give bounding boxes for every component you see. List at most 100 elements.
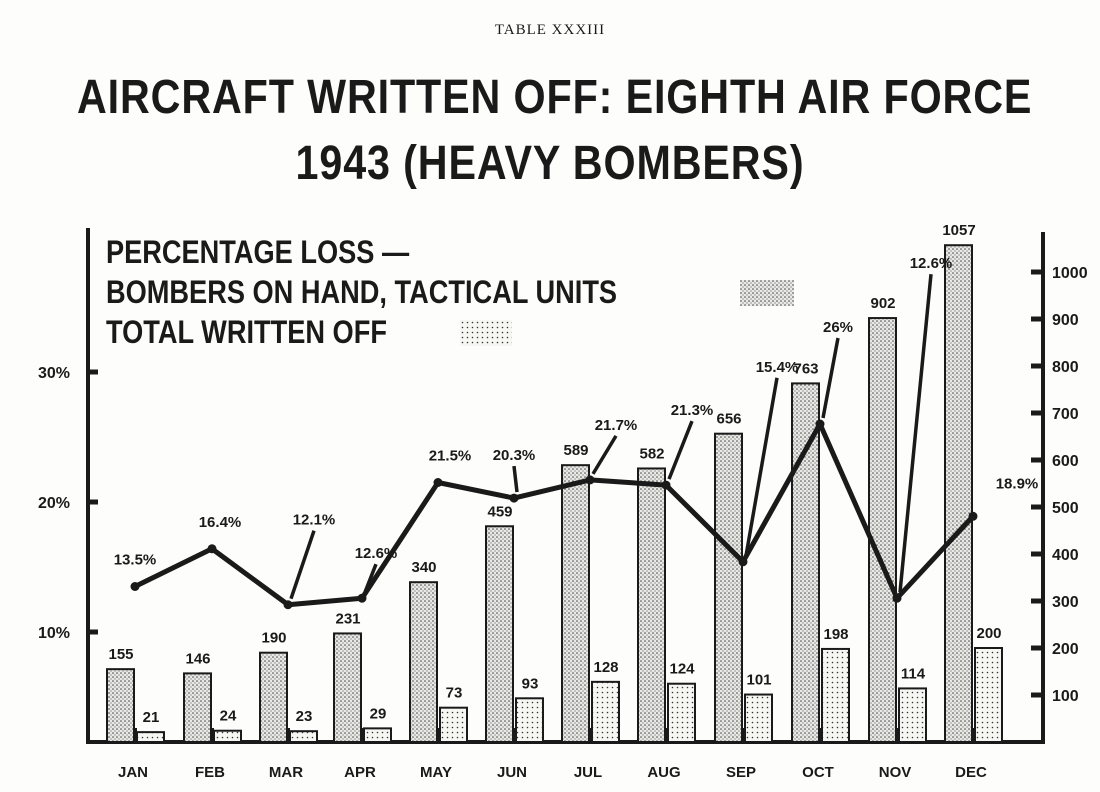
arrow-pointer — [821, 337, 840, 419]
data-label-percentage: 21.5% — [429, 448, 472, 465]
bar-bombers-on-hand — [944, 244, 973, 744]
legend-total-written-off: TOTAL WRITTEN OFF — [106, 315, 387, 351]
right-axis-tick-label: 1000 — [1052, 265, 1088, 282]
bar-total-written-off — [667, 682, 696, 743]
data-label-bombers: 459 — [487, 503, 512, 520]
right-axis-tick-label: 600 — [1052, 453, 1079, 470]
chart-title-line1: AIRCRAFT WRITTEN OFF: EIGHTH AIR FORCE — [77, 71, 1033, 124]
percentage-point — [892, 593, 902, 603]
legend-percentage-loss: PERCENTAGE LOSS — — [106, 235, 409, 271]
arrow-pointer — [898, 274, 933, 593]
percentage-point — [433, 478, 443, 487]
bar-bombers-on-hand — [714, 432, 743, 743]
x-axis-tick-label: AUG — [647, 764, 680, 781]
data-label-bombers: 589 — [563, 442, 588, 459]
data-label-written-off: 21 — [143, 709, 160, 726]
x-axis-tick-label: JAN — [118, 764, 148, 781]
data-label-bombers: 1057 — [942, 222, 975, 239]
data-label-written-off: 73 — [446, 685, 463, 702]
data-label-percentage: 21.3% — [671, 402, 714, 419]
left-axis-tick-label: 10% — [38, 625, 70, 642]
bar-bombers-on-hand — [868, 317, 897, 743]
x-axis-tick-label: OCT — [802, 764, 834, 781]
x-axis-tick-label: MAY — [420, 764, 452, 781]
data-label-bombers: 340 — [411, 559, 436, 576]
chart-title-line2: 1943 (HEAVY BOMBERS) — [295, 137, 805, 190]
data-label-written-off: 101 — [746, 672, 771, 689]
bar-bombers-on-hand — [409, 581, 438, 744]
bar-bombers-on-hand — [183, 672, 212, 744]
bar-total-written-off — [821, 647, 850, 743]
data-label-percentage: 13.5% — [114, 552, 157, 569]
bar-bombers-on-hand — [259, 651, 288, 744]
data-label-bombers: 763 — [793, 360, 818, 377]
right-axis-tick-label: 700 — [1052, 406, 1079, 423]
data-label-written-off: 23 — [296, 708, 313, 725]
data-label-written-off: 114 — [901, 665, 926, 682]
bar-total-written-off — [974, 647, 1003, 743]
bar-total-written-off — [898, 687, 927, 743]
bar-bombers-on-hand — [485, 525, 514, 744]
data-label-percentage: 26% — [823, 319, 853, 336]
percentage-point — [815, 419, 825, 429]
data-label-percentage: 15.4% — [756, 359, 799, 376]
data-label-percentage: 18.9% — [996, 475, 1039, 492]
data-label-percentage: 16.4% — [199, 514, 242, 531]
right-axis-tick-label: 500 — [1052, 500, 1079, 517]
data-label-written-off: 124 — [669, 661, 695, 678]
bar-total-written-off — [363, 727, 392, 743]
bar-total-written-off — [744, 693, 773, 744]
data-label-percentage: 12.1% — [293, 512, 336, 529]
x-axis-tick-label: APR — [344, 764, 376, 781]
data-label-bombers: 656 — [716, 411, 741, 428]
left-axis-tick-label: 30% — [38, 365, 70, 382]
bar-total-written-off — [213, 729, 242, 743]
legend-bombers-on-hand: BOMBERS ON HAND, TACTICAL UNITS — [106, 275, 617, 311]
right-axis-tick-label: 200 — [1052, 641, 1079, 658]
arrow-pointer — [591, 434, 618, 475]
x-axis-tick-label: MAR — [269, 764, 303, 781]
data-label-bombers: 231 — [335, 610, 360, 627]
x-axis-tick-label: SEP — [726, 764, 756, 781]
bar-total-written-off — [591, 680, 620, 744]
table-label: TABLE XXXIII — [494, 22, 606, 38]
arrow-pointer — [363, 563, 378, 593]
data-label-bombers: 146 — [185, 650, 210, 667]
x-axis-tick-label: JUN — [497, 764, 527, 781]
right-axis-tick-label: 800 — [1052, 359, 1079, 376]
percentage-point — [585, 475, 595, 485]
data-label-bombers: 190 — [261, 630, 286, 647]
bar-bombers-on-hand — [561, 464, 590, 743]
right-axis-tick-label: 300 — [1052, 594, 1079, 611]
legend-swatch-bombers — [740, 280, 794, 306]
data-label-percentage: 20.3% — [493, 447, 536, 464]
bar-bombers-on-hand — [106, 668, 135, 744]
bar-total-written-off — [515, 697, 544, 743]
data-label-written-off: 198 — [823, 626, 848, 643]
data-label-bombers: 902 — [870, 295, 895, 312]
data-label-percentage: 12.6% — [355, 545, 398, 562]
arrow-pointer — [667, 420, 694, 480]
arrow-pointer — [289, 530, 316, 600]
percentage-point — [357, 593, 367, 603]
x-axis-tick-label: JUL — [574, 764, 602, 781]
arrow-pointer — [512, 465, 519, 493]
percentage-point — [968, 511, 978, 521]
data-label-written-off: 200 — [976, 625, 1001, 642]
percentage-loss-line — [133, 421, 975, 608]
data-label-written-off: 24 — [220, 708, 237, 725]
arrow-pointer — [744, 377, 779, 557]
bar-total-written-off — [289, 730, 318, 744]
data-label-bombers: 582 — [639, 445, 664, 462]
data-label-written-off: 93 — [522, 675, 539, 692]
data-label-percentage: 21.7% — [595, 417, 638, 434]
bar-bombers-on-hand — [637, 467, 666, 743]
percentage-point — [283, 600, 293, 610]
right-axis-tick-label: 900 — [1052, 312, 1079, 329]
data-label-written-off: 128 — [593, 659, 618, 676]
right-axis-tick-label: 100 — [1052, 688, 1079, 705]
data-label-bombers: 155 — [108, 646, 133, 663]
x-axis-tick-label: FEB — [195, 764, 225, 781]
